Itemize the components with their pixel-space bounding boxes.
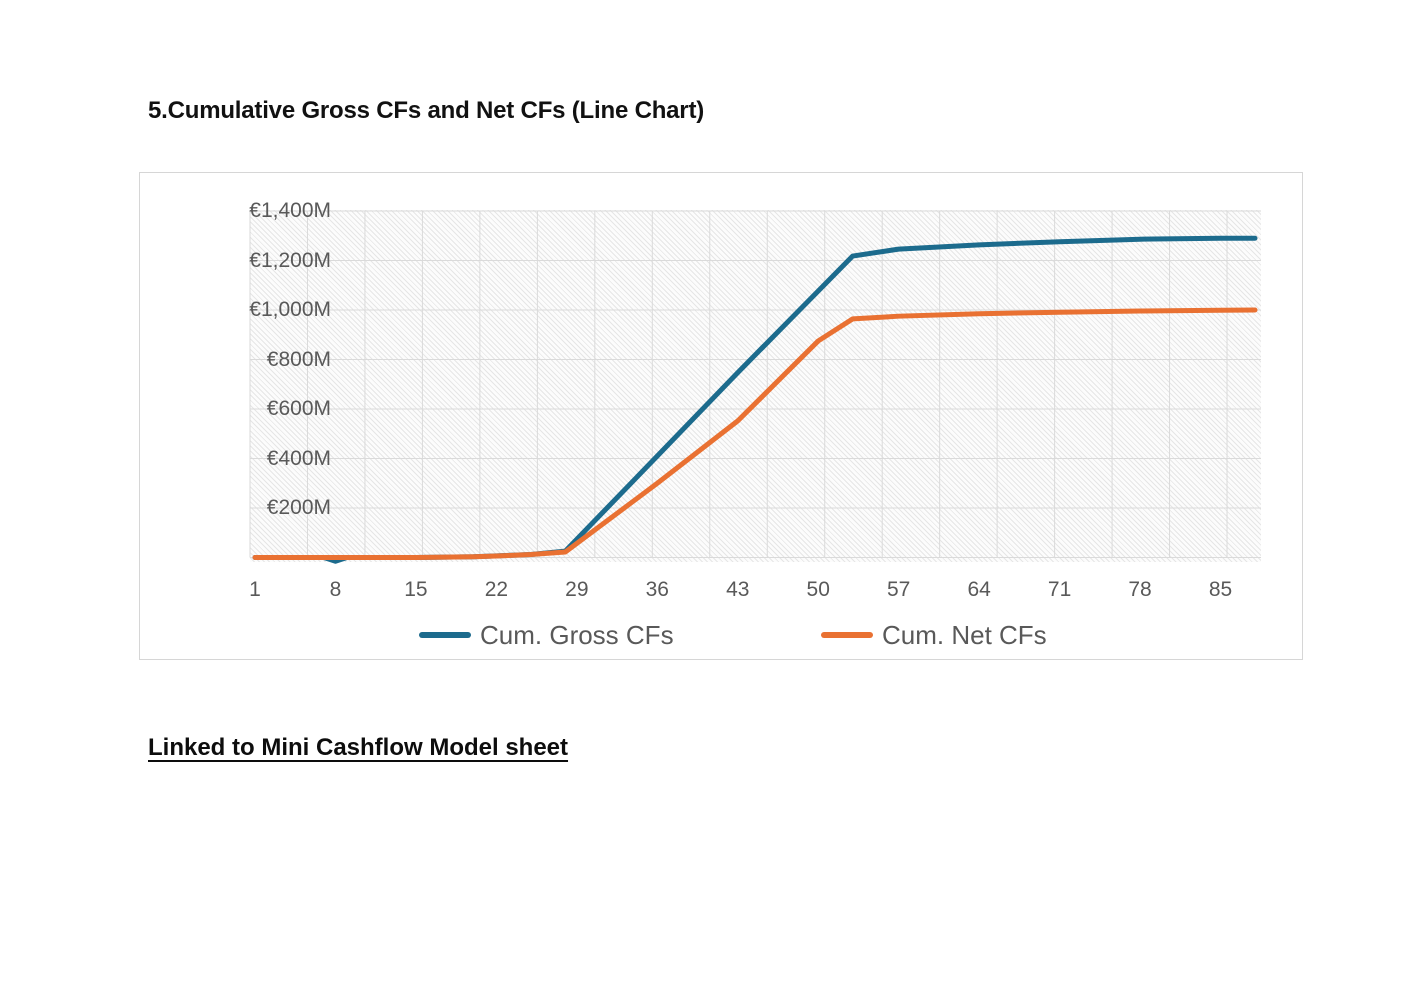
x-tick-label: 29 [565,578,589,601]
net-series-swatch [821,632,873,638]
x-tick-label: 43 [726,578,750,601]
plot-area [249,210,1261,564]
page-title: 5.Cumulative Gross CFs and Net CFs (Line… [148,97,705,124]
legend-label-gross: Cum. Gross CFs [480,620,674,650]
line-chart [249,210,1261,564]
x-tick-label: 8 [329,578,342,601]
x-tick-label: 78 [1128,578,1152,601]
y-tick-label: €800M [266,347,331,371]
x-tick-label: 71 [1047,578,1072,601]
gross-series-swatch [419,632,471,638]
y-tick-label: €600M [266,397,331,420]
y-tick-label: €1,200M [249,248,331,272]
x-tick-label: 1 [249,578,261,601]
x-tick-label: 36 [645,578,669,601]
chart-card[interactable]: €1,400M €1,200M €1,000M €800M €600M €400M €200… [139,172,1303,660]
x-tick-label: 22 [484,578,509,601]
y-tick-label: €1,400M [249,199,331,222]
legend-label-net: Cum. Net CFs [882,620,1047,650]
x-tick-label: 50 [806,578,830,601]
y-tick-label: €200M [266,496,331,519]
y-tick-label: €1,000M [249,298,331,321]
x-tick-label: 57 [886,578,911,601]
y-tick-label: €400M [266,446,331,470]
legend-item-net: Cum. Net CFs [821,619,1047,651]
legend-item-gross: Cum. Gross CFs [419,619,674,651]
x-tick-label: 64 [967,578,991,601]
x-tick-label: 15 [404,578,428,601]
footer-link[interactable]: Linked to Mini Cashflow Model sheet [148,734,569,761]
x-tick-label: 85 [1208,578,1233,601]
